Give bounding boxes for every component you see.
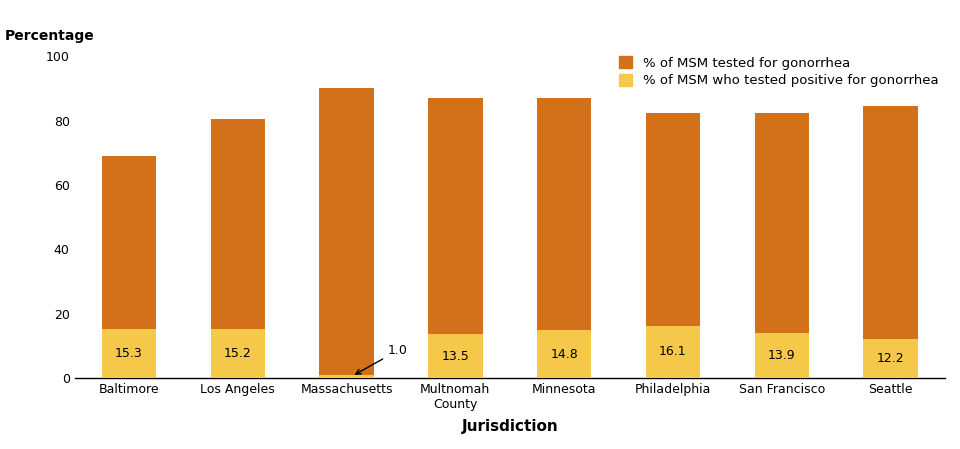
Bar (210, 119, 265, 329)
Text: 14.8: 14.8 (550, 348, 578, 361)
Bar (646, 326, 700, 378)
Bar (210, 329, 265, 378)
Legend: % of MSM tested for gonorrhea, % of MSM who tested positive for gonorrhea: % of MSM tested for gonorrhea, % of MSM … (619, 57, 939, 87)
Text: 12.2: 12.2 (876, 352, 904, 365)
X-axis label: Jurisdiction: Jurisdiction (462, 419, 558, 434)
Bar (863, 106, 918, 339)
Text: 1.0: 1.0 (356, 344, 408, 374)
Bar (102, 329, 156, 378)
Text: 13.5: 13.5 (442, 350, 469, 363)
Text: Percentage: Percentage (5, 30, 95, 44)
Bar (863, 339, 918, 378)
Text: 16.1: 16.1 (660, 345, 686, 358)
Bar (537, 330, 591, 378)
Text: 13.9: 13.9 (768, 349, 796, 362)
Bar (320, 88, 373, 374)
Bar (320, 374, 373, 378)
Bar (755, 113, 809, 333)
Bar (537, 98, 591, 330)
Text: 15.3: 15.3 (115, 347, 143, 360)
Bar (428, 335, 483, 378)
Text: 15.2: 15.2 (224, 347, 252, 360)
Bar (428, 98, 483, 335)
Bar (102, 156, 156, 329)
Bar (755, 333, 809, 378)
Bar (646, 113, 700, 326)
